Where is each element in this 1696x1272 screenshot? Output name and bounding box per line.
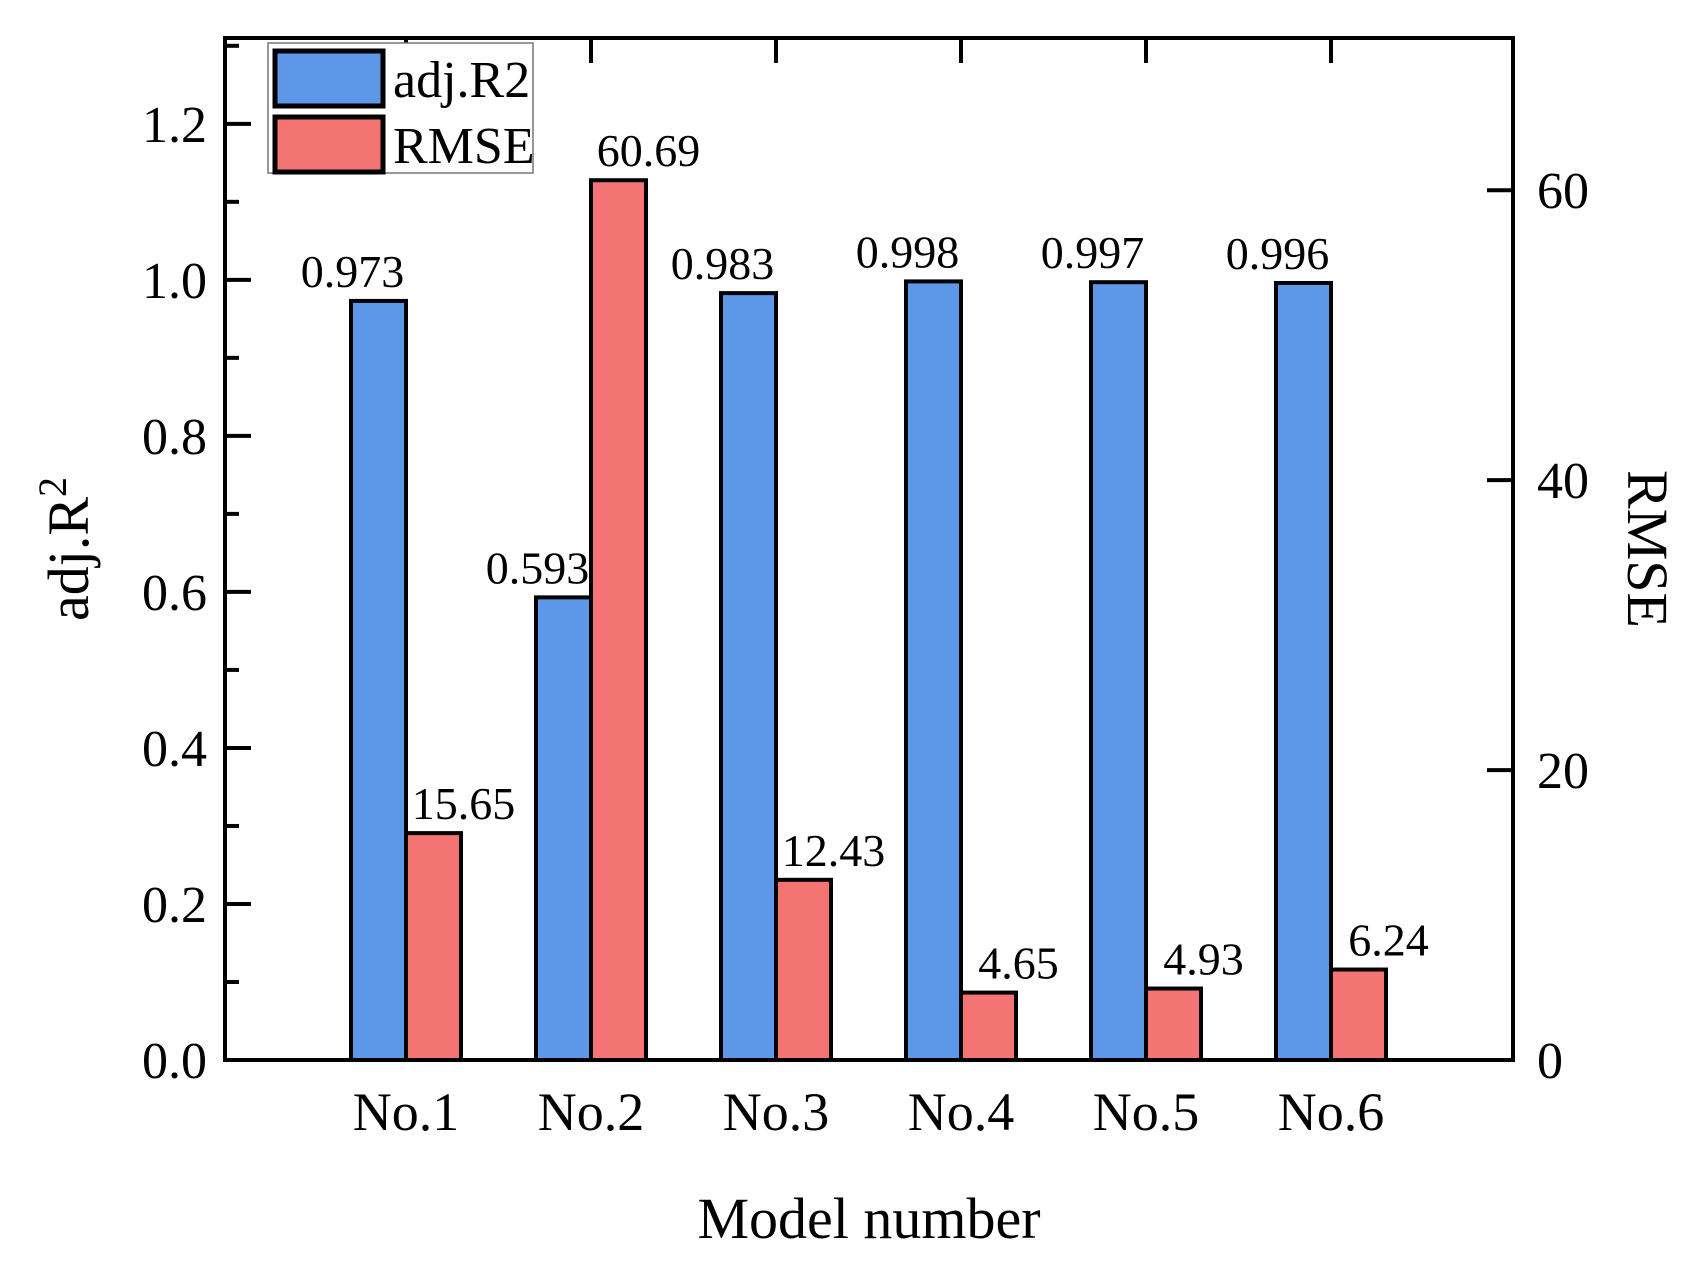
data-label-rmse-5: 4.93 <box>1163 934 1244 985</box>
data-label-adjr2-6: 0.996 <box>1226 228 1330 279</box>
legend-swatch-adjr2 <box>272 48 386 109</box>
data-label-adjr2-1: 0.973 <box>301 246 405 297</box>
bar-adjr2-no1 <box>349 298 408 1062</box>
data-label-adjr2-2: 0.593 <box>486 542 590 593</box>
plot-frame <box>223 36 1515 1062</box>
x-tick-label-no2: No.2 <box>538 1082 645 1142</box>
data-label-adjr2-4: 0.998 <box>856 226 960 277</box>
legend-swatch-rmse <box>272 114 386 175</box>
x-axis-title: Model number <box>697 1186 1040 1251</box>
bar-rmse-no2 <box>589 178 648 1062</box>
bar-rmse-no5 <box>1144 986 1203 1062</box>
bar-rmse-no3 <box>774 877 833 1062</box>
data-label-rmse-2: 60.69 <box>597 125 701 176</box>
legend-label-adjr2: adj.R2 <box>393 52 530 109</box>
left-axis-tick-label: 0.6 <box>142 565 207 622</box>
data-label-rmse-4: 4.65 <box>978 938 1059 989</box>
right-axis-tick-label: 60 <box>1537 163 1589 220</box>
left-axis-tick-label: 0.2 <box>142 877 207 934</box>
data-label-rmse-1: 15.65 <box>412 778 516 829</box>
bar-adjr2-no2 <box>534 595 593 1062</box>
x-tick-label-no1: No.1 <box>353 1082 460 1142</box>
x-tick-label-no6: No.6 <box>1278 1082 1385 1142</box>
bar-adjr2-no5 <box>1089 280 1148 1062</box>
bar-adjr2-no4 <box>904 279 963 1062</box>
left-axis-tick-label: 0.4 <box>142 721 207 778</box>
left-axis-tick-label: 1.0 <box>142 253 207 310</box>
bar-adjr2-no3 <box>719 291 778 1062</box>
x-tick-label-no5: No.5 <box>1093 1082 1200 1142</box>
legend-label-rmse: RMSE <box>393 118 535 175</box>
left-axis-title: adj.R2 <box>30 477 101 621</box>
data-label-adjr2-3: 0.983 <box>671 238 775 289</box>
data-label-rmse-6: 6.24 <box>1348 915 1429 966</box>
left-axis-tick-label: 0.8 <box>142 409 207 466</box>
x-tick-label-no3: No.3 <box>723 1082 830 1142</box>
bar-rmse-no4 <box>959 990 1018 1062</box>
data-label-adjr2-5: 0.997 <box>1041 227 1145 278</box>
right-axis-title: RMSE <box>1615 470 1680 628</box>
bar-adjr2-no6 <box>1274 280 1333 1062</box>
bar-rmse-no1 <box>404 831 463 1062</box>
data-label-rmse-3: 12.43 <box>782 825 886 876</box>
right-axis-tick-label: 20 <box>1537 743 1589 800</box>
left-axis-tick-label: 1.2 <box>142 97 207 154</box>
bar-rmse-no6 <box>1329 967 1388 1062</box>
x-tick-label-no4: No.4 <box>908 1082 1015 1142</box>
right-axis-tick-label: 40 <box>1537 453 1589 510</box>
left-axis-tick-label: 0.0 <box>142 1033 207 1090</box>
right-axis-tick-label: 0 <box>1537 1033 1563 1090</box>
